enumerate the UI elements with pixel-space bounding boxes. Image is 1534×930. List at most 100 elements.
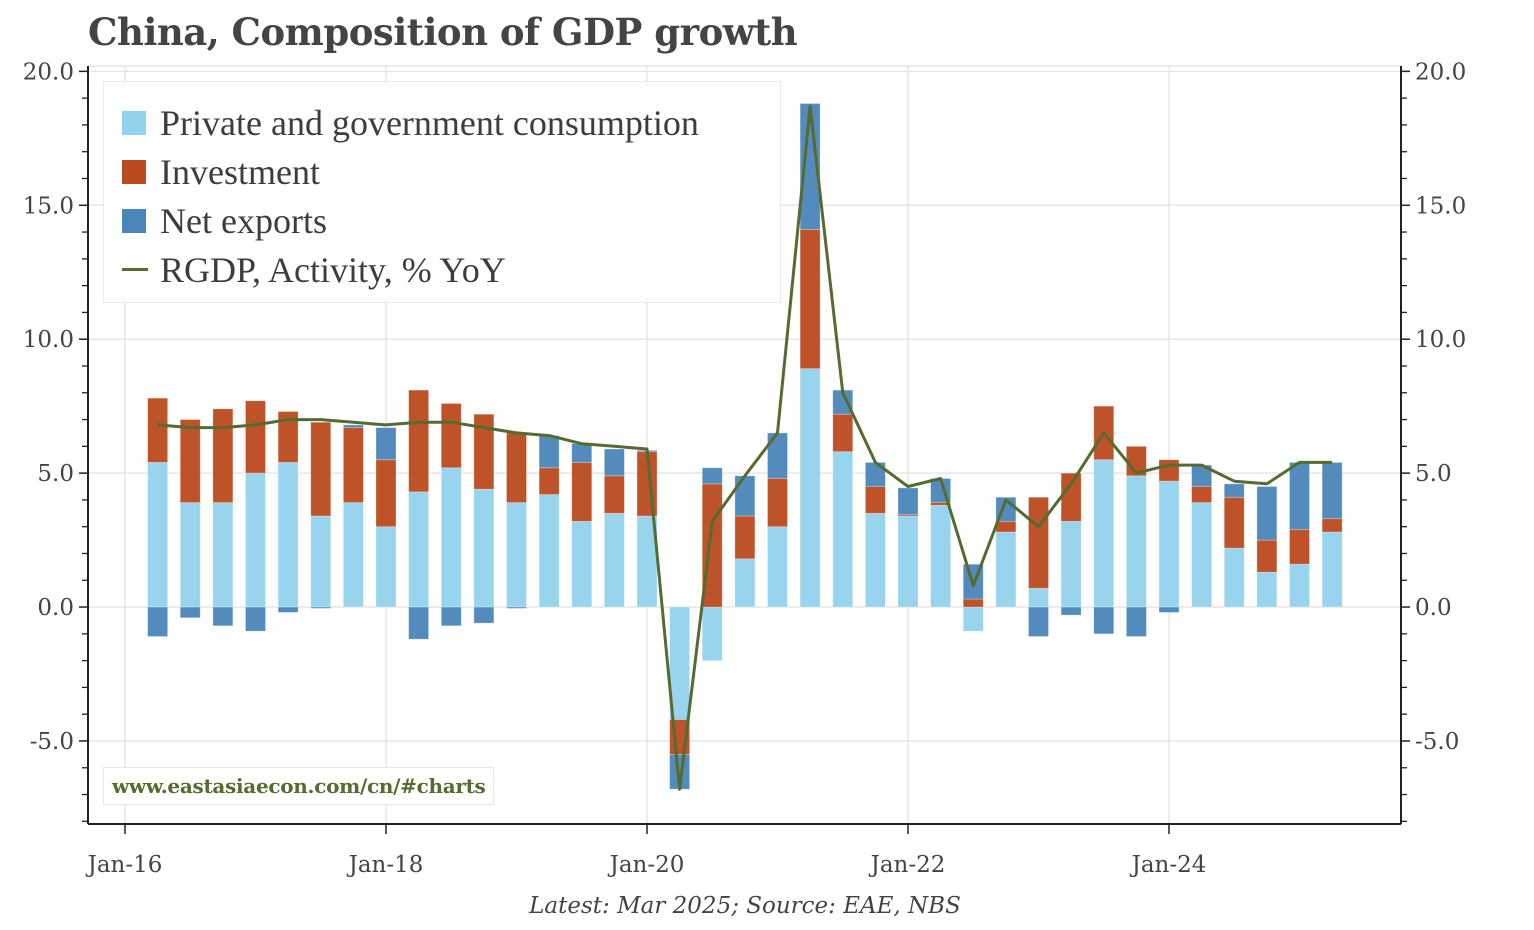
bar-net-exports[interactable]: [506, 606, 527, 609]
bar-investment[interactable]: [799, 228, 821, 370]
legend-item-consumption[interactable]: Private and government consumption: [104, 98, 780, 147]
legend-item-rgdp[interactable]: RGDP, Activity, % YoY: [104, 245, 780, 294]
bar-net-exports[interactable]: [897, 487, 919, 516]
bar-consumption[interactable]: [538, 494, 560, 608]
bar-investment[interactable]: [277, 411, 299, 463]
bar-consumption[interactable]: [342, 502, 364, 608]
bar-consumption[interactable]: [930, 504, 952, 608]
bar-investment[interactable]: [245, 400, 266, 474]
bar-consumption[interactable]: [147, 462, 169, 608]
bar-consumption[interactable]: [1125, 475, 1147, 608]
bar-net-exports[interactable]: [734, 475, 756, 517]
bar-net-exports[interactable]: [1289, 462, 1310, 530]
bar-consumption[interactable]: [212, 502, 234, 608]
bar-investment[interactable]: [571, 462, 593, 522]
bar-investment[interactable]: [212, 408, 234, 503]
bar-net-exports[interactable]: [1223, 483, 1245, 498]
watermark-link[interactable]: www.eastasiaecon.com/cn/#charts: [103, 767, 495, 805]
bar-investment[interactable]: [1028, 496, 1049, 589]
bar-consumption[interactable]: [1191, 502, 1213, 608]
bar-consumption[interactable]: [799, 368, 821, 608]
bar-investment[interactable]: [179, 419, 201, 503]
bar-investment[interactable]: [1060, 472, 1082, 522]
bar-net-exports[interactable]: [1060, 606, 1082, 616]
bar-net-exports[interactable]: [473, 606, 495, 624]
bar-consumption[interactable]: [277, 462, 299, 608]
bar-net-exports[interactable]: [310, 606, 332, 609]
bar-consumption[interactable]: [179, 502, 201, 608]
bar-net-exports[interactable]: [538, 435, 560, 469]
bar-net-exports[interactable]: [603, 448, 625, 477]
bar-net-exports[interactable]: [1321, 462, 1343, 520]
bar-investment[interactable]: [832, 413, 854, 453]
bar-consumption[interactable]: [734, 558, 756, 608]
bar-investment[interactable]: [603, 475, 625, 514]
bar-investment[interactable]: [506, 432, 527, 503]
bar-consumption[interactable]: [310, 515, 332, 608]
bar-net-exports[interactable]: [408, 606, 430, 640]
bar-consumption[interactable]: [767, 526, 788, 608]
bar-consumption[interactable]: [864, 512, 886, 608]
bar-investment[interactable]: [1321, 518, 1343, 533]
bar-consumption[interactable]: [603, 512, 625, 608]
axes: -5.0 -5.0 0.0 0.0 5.0 5.0 10.0 10.0 15.0 15.0 20.0…: [23, 59, 1466, 878]
bar-consumption[interactable]: [1321, 531, 1343, 608]
bar-consumption[interactable]: [1060, 520, 1082, 608]
bar-net-exports[interactable]: [342, 424, 364, 428]
bar-investment[interactable]: [734, 515, 756, 560]
bar-investment[interactable]: [375, 459, 397, 528]
bar-net-exports[interactable]: [799, 103, 821, 230]
bar-consumption[interactable]: [1256, 571, 1278, 608]
bar-investment[interactable]: [1158, 459, 1180, 482]
bar-net-exports[interactable]: [701, 467, 723, 485]
bar-investment[interactable]: [962, 598, 984, 608]
bar-consumption[interactable]: [962, 606, 984, 632]
bar-investment[interactable]: [342, 427, 364, 503]
bar-investment[interactable]: [767, 478, 788, 528]
bar-net-exports[interactable]: [375, 427, 397, 461]
bar-investment[interactable]: [995, 520, 1017, 533]
bar-consumption[interactable]: [1158, 480, 1180, 608]
bar-net-exports[interactable]: [179, 606, 201, 619]
bar-investment[interactable]: [440, 403, 462, 469]
bar-consumption[interactable]: [473, 488, 495, 608]
bar-consumption[interactable]: [1289, 563, 1310, 608]
bar-consumption[interactable]: [995, 531, 1017, 608]
bar-investment[interactable]: [1191, 486, 1213, 503]
bar-consumption[interactable]: [832, 451, 854, 608]
bar-investment[interactable]: [408, 389, 430, 493]
bar-investment[interactable]: [147, 397, 169, 463]
bar-consumption[interactable]: [1028, 587, 1049, 608]
legend-item-investment[interactable]: Investment: [104, 147, 780, 196]
bar-investment[interactable]: [310, 421, 332, 517]
bar-investment[interactable]: [1223, 496, 1245, 549]
bar-consumption[interactable]: [701, 606, 723, 662]
bar-net-exports[interactable]: [245, 606, 266, 632]
bar-consumption[interactable]: [506, 502, 527, 608]
bar-net-exports[interactable]: [571, 443, 593, 463]
x-tick-label: Jan-20: [608, 852, 685, 878]
bar-net-exports[interactable]: [1125, 606, 1147, 637]
bar-investment[interactable]: [473, 413, 495, 490]
bar-consumption[interactable]: [245, 472, 266, 608]
bar-investment[interactable]: [864, 486, 886, 514]
bar-consumption[interactable]: [1223, 547, 1245, 608]
bar-net-exports[interactable]: [1093, 606, 1115, 635]
bar-net-exports[interactable]: [212, 606, 234, 627]
legend-item-net-exports[interactable]: Net exports: [104, 196, 780, 245]
bar-investment[interactable]: [1256, 539, 1278, 573]
bar-consumption[interactable]: [571, 520, 593, 608]
bar-consumption[interactable]: [375, 526, 397, 608]
bar-net-exports[interactable]: [277, 606, 299, 613]
bar-net-exports[interactable]: [440, 606, 462, 627]
bar-consumption[interactable]: [408, 491, 430, 608]
bar-net-exports[interactable]: [147, 606, 169, 637]
bar-consumption[interactable]: [897, 515, 919, 608]
bar-consumption[interactable]: [1093, 459, 1115, 608]
bar-net-exports[interactable]: [1028, 606, 1049, 637]
bar-net-exports[interactable]: [1256, 486, 1278, 541]
bar-investment[interactable]: [538, 467, 560, 495]
bar-investment[interactable]: [1289, 528, 1310, 565]
bar-consumption[interactable]: [440, 467, 462, 608]
bar-net-exports[interactable]: [1158, 606, 1180, 613]
